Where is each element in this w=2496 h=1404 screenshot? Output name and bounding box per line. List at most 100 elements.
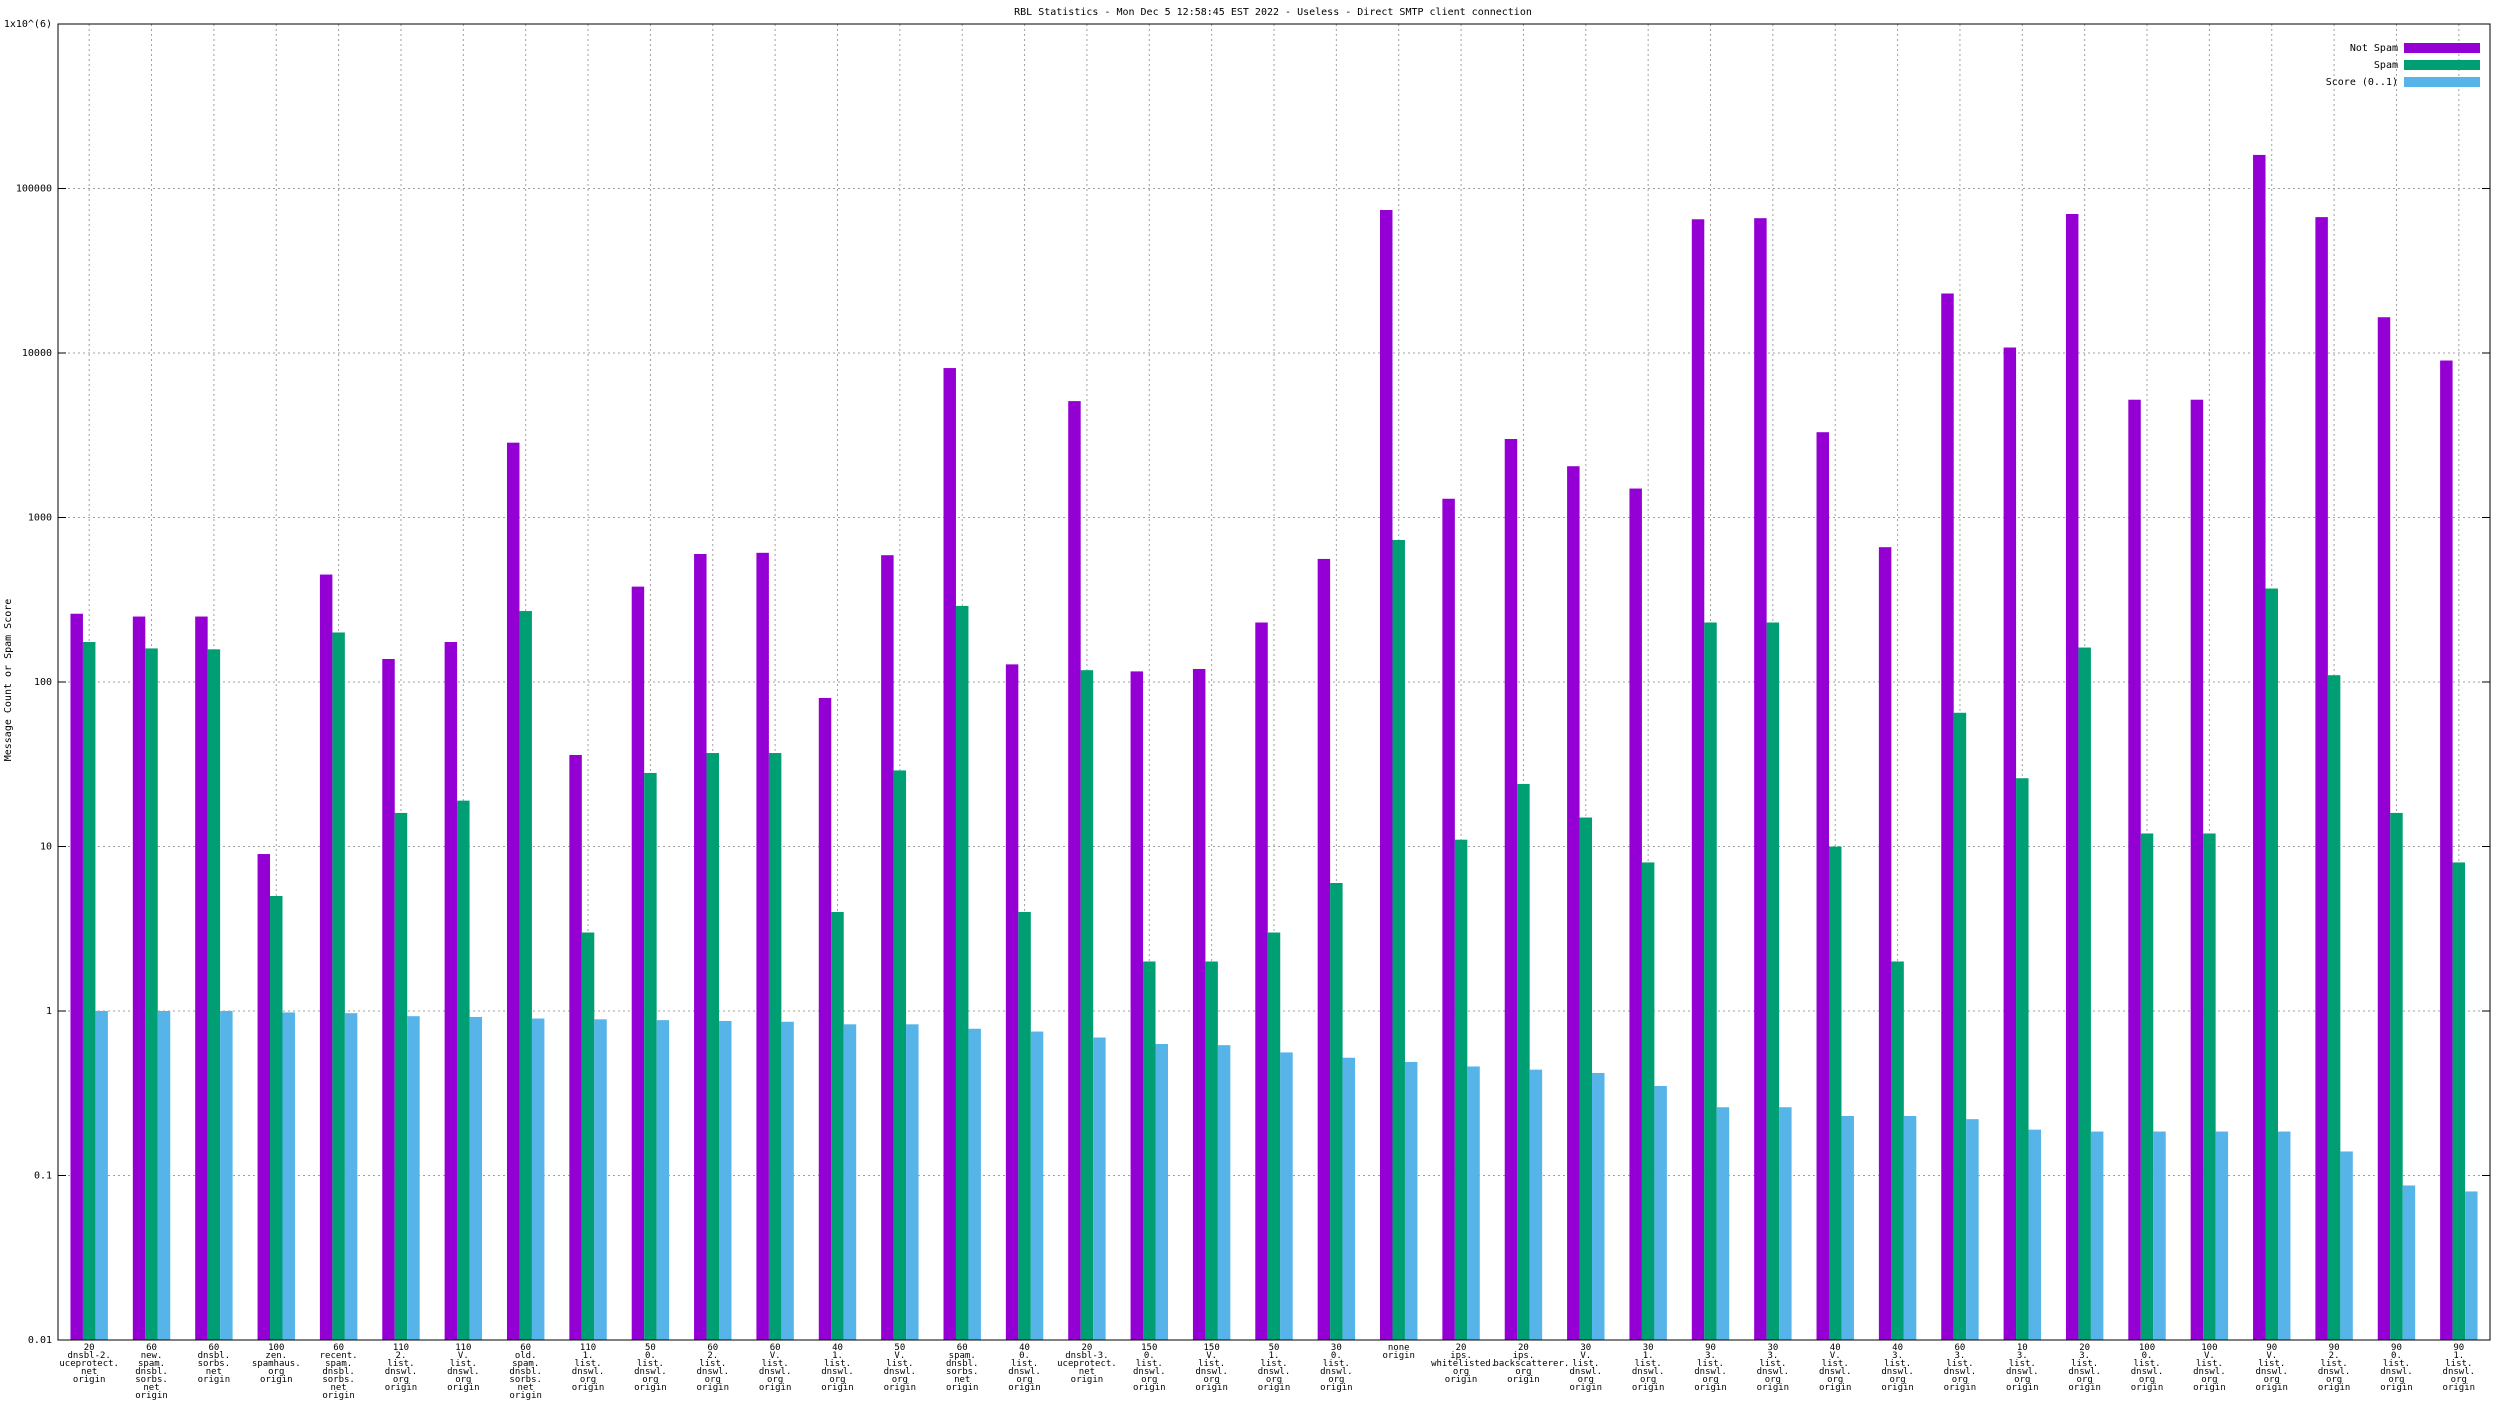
x-tick-label: 50 V. list. dnswl. org origin <box>883 1343 917 1393</box>
legend-swatch <box>2404 77 2480 87</box>
y-tick-label: 100000 <box>16 184 52 195</box>
bar <box>257 854 271 1340</box>
bar <box>1342 1057 1356 1340</box>
bar <box>82 642 96 1340</box>
plot-border <box>57 23 2491 1341</box>
bar <box>2465 1191 2478 1340</box>
bar <box>2402 1185 2416 1340</box>
bar <box>1404 1061 1418 1340</box>
bar <box>531 1018 545 1340</box>
bar <box>1641 862 1655 1340</box>
x-tick-label: 50 1. list. dnswl. org origin <box>1257 1343 1291 1393</box>
x-tick-label: 150 0. list. dnswl. org origin <box>1133 1343 1166 1393</box>
x-tick-label: 110 1. list. dnswl. org origin <box>571 1343 605 1393</box>
x-tick-label: 60 dnsbl. sorbs. net origin <box>197 1343 231 1385</box>
bar <box>1392 539 1405 1340</box>
bar <box>1891 961 1904 1340</box>
bar <box>1953 712 1967 1340</box>
bar <box>1030 1031 1044 1340</box>
bar <box>943 368 956 1340</box>
bar <box>1878 547 1892 1340</box>
bar <box>195 616 208 1340</box>
bar <box>1192 668 1206 1340</box>
bar <box>1205 961 1218 1340</box>
bar <box>70 613 83 1340</box>
legend-label: Score (0..1) <box>2326 77 2398 88</box>
bar <box>2377 317 2391 1340</box>
y-tick-label: 0.1 <box>34 1171 52 1182</box>
bar <box>1654 1086 1667 1340</box>
bar <box>1567 466 1580 1340</box>
bar <box>2452 862 2466 1340</box>
bar <box>1467 1066 1480 1340</box>
bar <box>719 1020 732 1340</box>
bar <box>1330 882 1343 1340</box>
bar <box>1068 401 1081 1340</box>
bar <box>1966 1119 1979 1340</box>
bar <box>1143 961 1156 1340</box>
x-tick-label: 90 V. list. dnswl. org origin <box>2255 1343 2288 1393</box>
bar <box>1517 783 1530 1340</box>
bar <box>394 812 408 1340</box>
bar <box>1442 498 1455 1340</box>
bar <box>2153 1131 2166 1340</box>
bar <box>344 1013 358 1340</box>
bar <box>2140 833 2154 1340</box>
legend-label: Not Spam <box>2350 43 2398 54</box>
bar <box>694 553 707 1340</box>
bar <box>1018 911 1031 1340</box>
bar <box>2277 1131 2291 1340</box>
y-tick-label: 1x10^(6) <box>4 19 52 30</box>
bar <box>2078 647 2091 1340</box>
bar <box>1779 1107 1792 1340</box>
bar <box>2128 399 2141 1341</box>
y-tick-label: 100 <box>34 677 52 688</box>
bar <box>1766 622 1780 1340</box>
x-tick-label: 60 V. list. dnswl. org origin <box>758 1343 792 1393</box>
x-tick-label: none origin <box>1382 1343 1415 1361</box>
bar <box>706 753 720 1340</box>
x-tick-label: 100 0. list. dnswl. org origin <box>2130 1343 2164 1393</box>
y-tick-label: 10 <box>40 842 52 853</box>
y-tick-label: 10000 <box>22 348 52 359</box>
bar <box>220 1011 233 1340</box>
y-tick-label: 0.01 <box>28 1335 52 1346</box>
x-tick-label: 40 3. list. dnswl. org origin <box>1881 1343 1914 1393</box>
bar <box>581 932 595 1340</box>
bar <box>893 770 907 1340</box>
bar <box>1828 846 1842 1340</box>
x-tick-label: 40 V. list. dnswl. org origin <box>1818 1343 1852 1393</box>
bar <box>407 1016 420 1340</box>
bar <box>631 586 645 1340</box>
x-tick-label: 30 1. list. dnswl. org origin <box>1631 1343 1665 1393</box>
x-tick-label: 110 2. list. dnswl. org origin <box>384 1343 418 1393</box>
x-tick-label: 30 0. list. dnswl. org origin <box>1320 1343 1353 1393</box>
bar <box>906 1024 919 1340</box>
bar <box>1155 1044 1168 1340</box>
bar <box>1130 671 1144 1340</box>
x-tick-label: 90 1. list. dnswl. org origin <box>2442 1343 2476 1393</box>
x-tick-label: 60 old. spam. dnsbl. sorbs. net origin <box>509 1343 542 1401</box>
bar <box>1280 1052 1293 1340</box>
bar <box>1005 664 1019 1340</box>
bar <box>2028 1129 2042 1340</box>
x-tick-label: 10 3. list. dnswl. org origin <box>2006 1343 2039 1393</box>
bar <box>1267 932 1281 1340</box>
bar <box>2003 347 2017 1340</box>
bar <box>818 697 832 1340</box>
bar <box>1704 622 1717 1340</box>
x-tick-label: 20 ips. backscatterer. org origin <box>1493 1343 1570 1385</box>
bar <box>1080 670 1094 1340</box>
bar <box>955 605 969 1340</box>
x-tick-label: 90 0. list. dnswl. org origin <box>2380 1343 2413 1393</box>
bar <box>1093 1037 1106 1340</box>
bar <box>2203 833 2216 1340</box>
bar <box>1217 1045 1231 1340</box>
bar <box>1380 210 1393 1341</box>
bar <box>519 611 532 1340</box>
x-tick-label: 60 2. list. dnswl. org origin <box>696 1343 730 1393</box>
bar <box>145 648 158 1340</box>
bar <box>2440 360 2453 1340</box>
bar <box>2390 812 2403 1340</box>
